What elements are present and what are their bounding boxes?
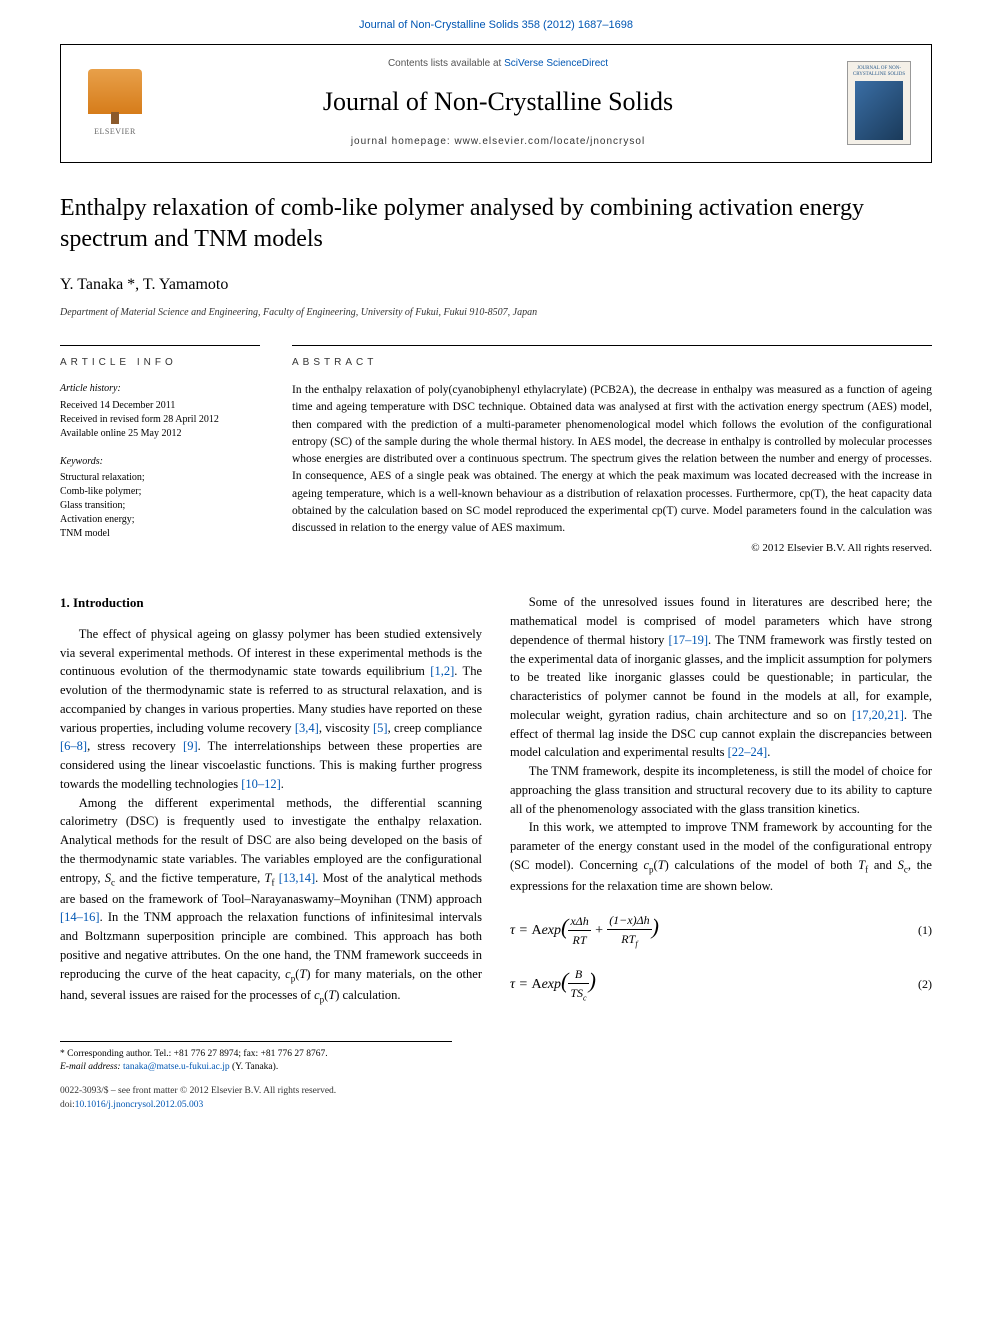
body-columns: 1. Introduction The effect of physical a… <box>60 593 932 1012</box>
ref-link[interactable]: [5] <box>373 721 388 735</box>
ref-link[interactable]: [22–24] <box>728 745 768 759</box>
publisher-logo: ELSEVIER <box>81 69 149 137</box>
copyright-line: © 2012 Elsevier B.V. All rights reserved… <box>292 541 932 557</box>
journal-homepage: journal homepage: www.elsevier.com/locat… <box>149 135 847 150</box>
ref-link[interactable]: [13,14] <box>279 871 315 885</box>
ref-link[interactable]: [17,20,21] <box>852 708 904 722</box>
eq2-formula: τ = Aexp​(BTSc) <box>510 964 596 1004</box>
history-text: Received 14 December 2011 Received in re… <box>60 399 260 441</box>
article-info-column: ARTICLE INFO Article history: Received 1… <box>60 345 260 558</box>
header-center: Contents lists available at SciVerse Sci… <box>149 57 847 150</box>
eq1-formula: τ = Aexp​(xΔhRT + (1−x)ΔhRTf) <box>510 910 659 950</box>
corr-author-line: * Corresponding author. Tel.: +81 776 27… <box>60 1048 452 1062</box>
ref-link[interactable]: [10–12] <box>241 777 281 791</box>
cover-image-icon <box>855 81 904 140</box>
abstract-head: ABSTRACT <box>292 345 932 371</box>
ref-link[interactable]: [6–8] <box>60 739 87 753</box>
article-title: Enthalpy relaxation of comb-like polymer… <box>60 193 932 255</box>
email-line: E-mail address: tanaka@matse.u-fukui.ac.… <box>60 1061 452 1075</box>
equation-1: τ = Aexp​(xΔhRT + (1−x)ΔhRTf) (1) <box>510 910 932 950</box>
equation-2: τ = Aexp​(BTSc) (2) <box>510 964 932 1004</box>
body-para-4: Some of the unresolved issues found in l… <box>510 593 932 762</box>
body-para-5: The TNM framework, despite its incomplet… <box>510 762 932 818</box>
elsevier-tree-icon <box>88 69 142 113</box>
history-label: Article history: <box>60 382 260 397</box>
abstract-text: In the enthalpy relaxation of poly(cyano… <box>292 382 932 537</box>
article-info-head: ARTICLE INFO <box>60 345 260 371</box>
eq1-number: (1) <box>918 921 932 939</box>
keywords-text: Structural relaxation; Comb-like polymer… <box>60 471 260 541</box>
journal-header: ELSEVIER Contents lists available at Sci… <box>60 44 932 163</box>
keywords-label: Keywords: <box>60 455 260 470</box>
ref-link[interactable]: [17–19] <box>668 633 708 647</box>
abstract-column: ABSTRACT In the enthalpy relaxation of p… <box>292 345 932 558</box>
ref-link[interactable]: [3,4] <box>295 721 319 735</box>
email-link[interactable]: tanaka@matse.u-fukui.ac.jp <box>123 1062 230 1072</box>
authors: Y. Tanaka *, T. Yamamoto <box>60 273 932 296</box>
body-para-6: In this work, we attempted to improve TN… <box>510 818 932 895</box>
introduction-head: 1. Introduction <box>60 593 482 613</box>
affiliation: Department of Material Science and Engin… <box>60 306 932 321</box>
journal-title: Journal of Non-Crystalline Solids <box>149 83 847 121</box>
cover-title: JOURNAL OF NON-CRYSTALLINE SOLIDS <box>852 66 906 77</box>
contents-available: Contents lists available at SciVerse Sci… <box>149 57 847 72</box>
bottom-publication-info: 0022-3093/$ – see front matter © 2012 El… <box>60 1085 932 1113</box>
journal-cover-thumbnail: JOURNAL OF NON-CRYSTALLINE SOLIDS <box>847 61 911 145</box>
citation-text[interactable]: Journal of Non-Crystalline Solids 358 (2… <box>359 19 633 31</box>
eq2-number: (2) <box>918 975 932 993</box>
ref-link[interactable]: [14–16] <box>60 910 100 924</box>
body-para-1: The effect of physical ageing on glassy … <box>60 625 482 794</box>
ref-link[interactable]: [9] <box>183 739 198 753</box>
publisher-name: ELSEVIER <box>94 126 136 138</box>
top-citation-link[interactable]: Journal of Non-Crystalline Solids 358 (2… <box>0 0 992 44</box>
doi-link[interactable]: 10.1016/j.jnoncrysol.2012.05.003 <box>75 1100 204 1110</box>
body-para-2: Among the different experimental methods… <box>60 794 482 1007</box>
info-abstract-row: ARTICLE INFO Article history: Received 1… <box>60 345 932 558</box>
sciencedirect-link[interactable]: SciVerse ScienceDirect <box>504 58 608 69</box>
ref-link[interactable]: [1,2] <box>430 664 454 678</box>
doi-line: doi:10.1016/j.jnoncrysol.2012.05.003 <box>60 1099 932 1113</box>
issn-line: 0022-3093/$ – see front matter © 2012 El… <box>60 1085 932 1099</box>
corresponding-author-footer: * Corresponding author. Tel.: +81 776 27… <box>60 1041 452 1076</box>
